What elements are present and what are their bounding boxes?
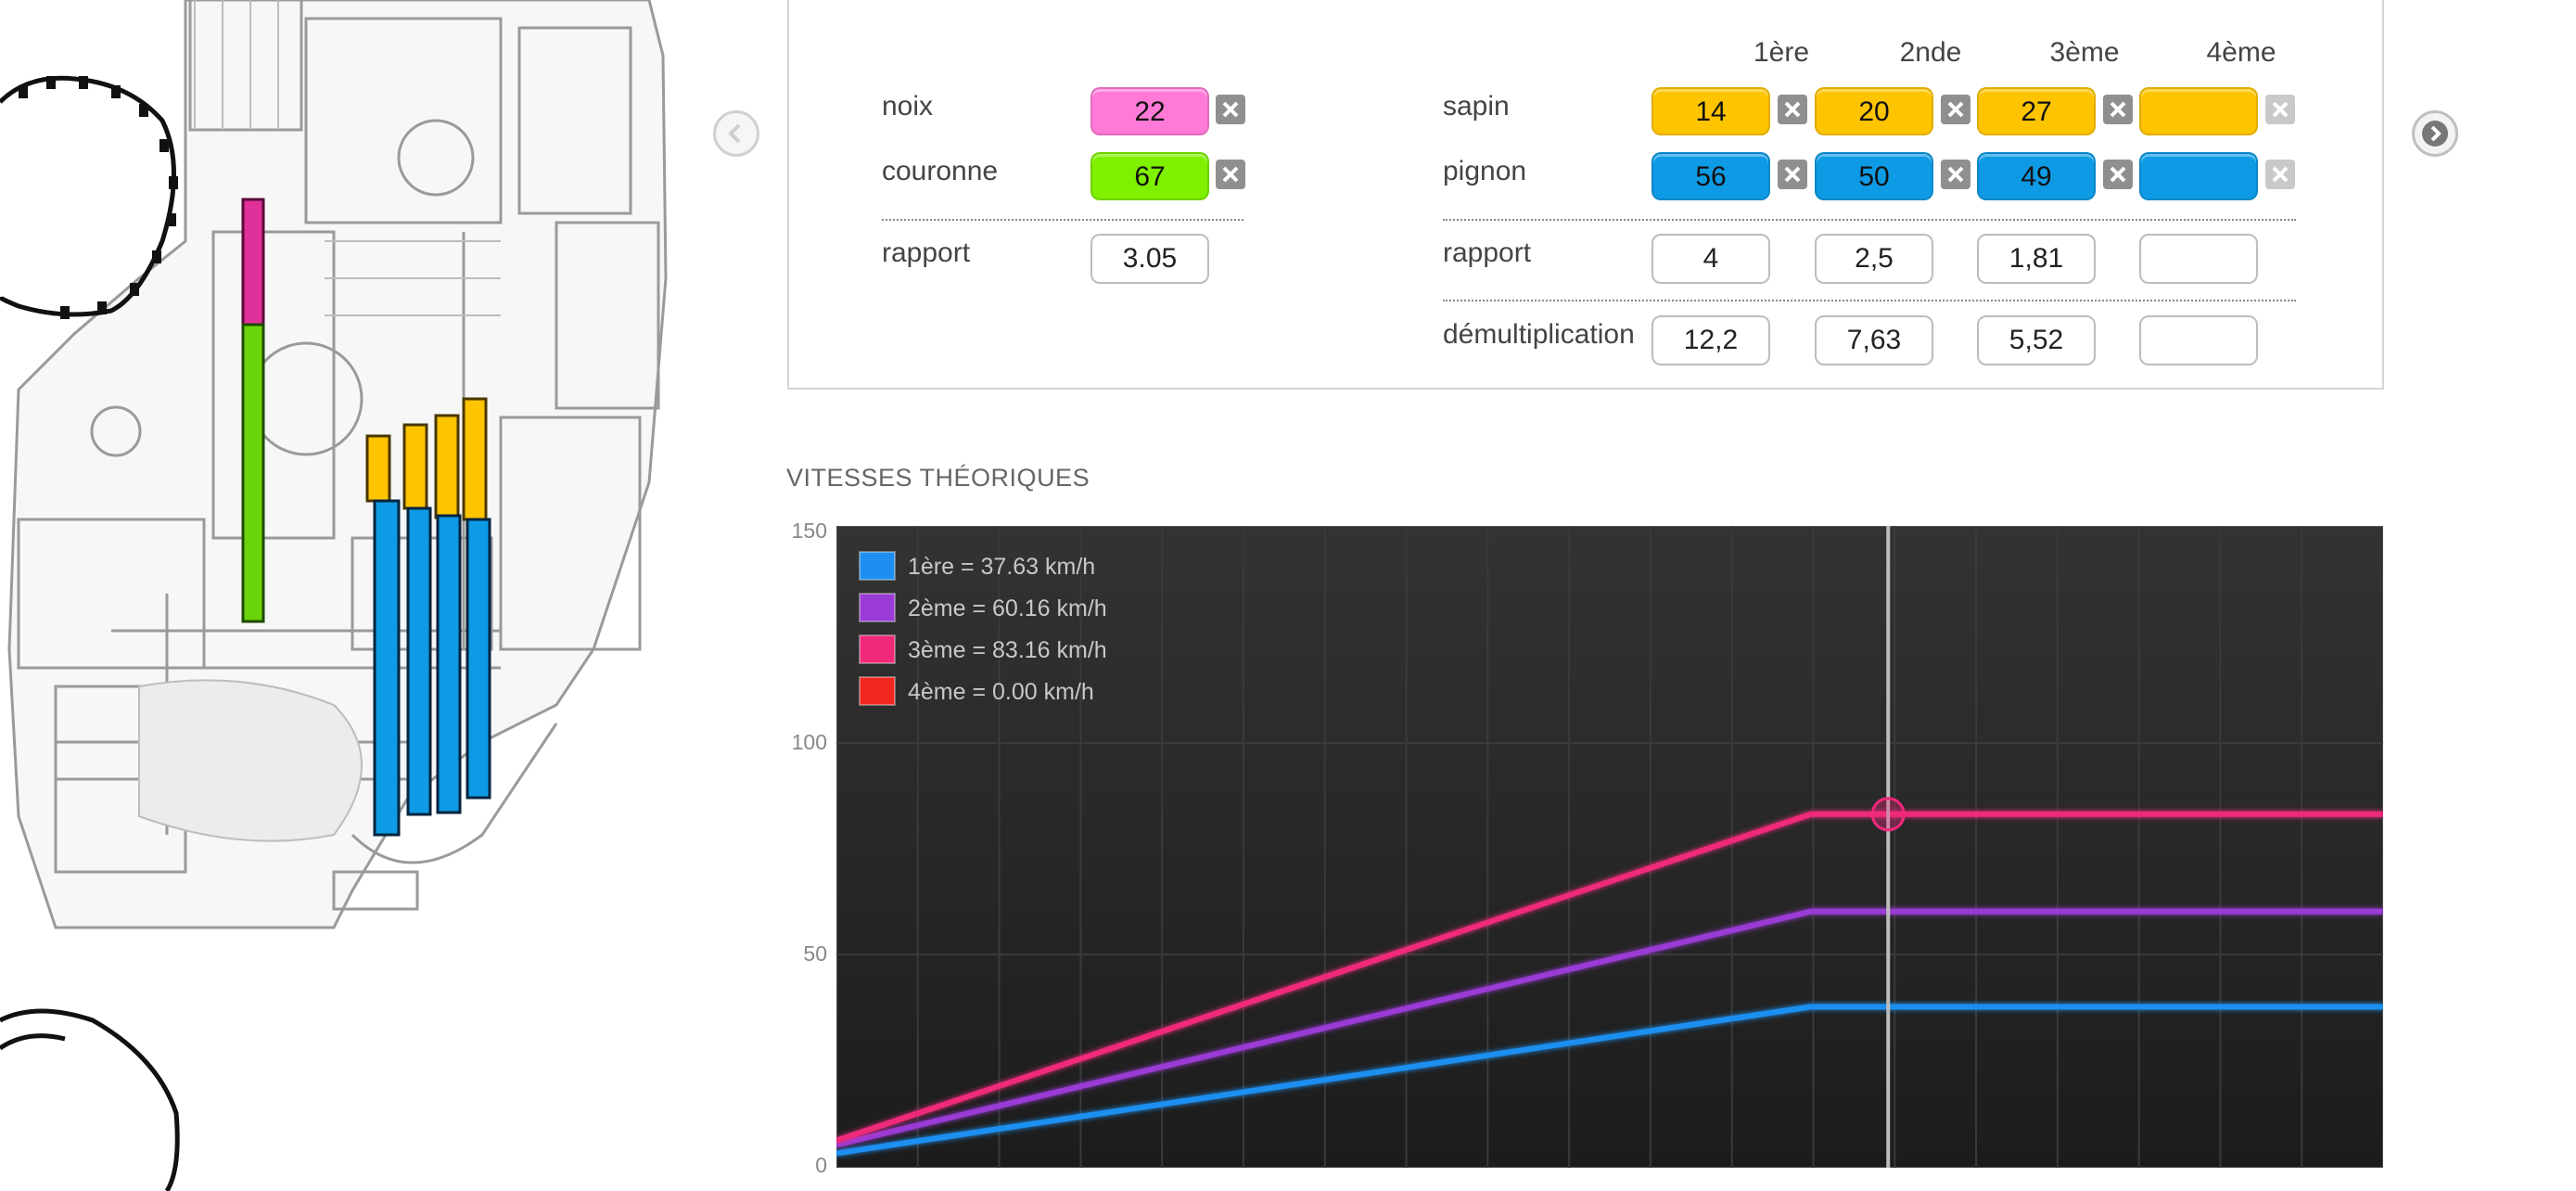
series-line xyxy=(836,908,2383,1148)
close-icon xyxy=(2110,101,2126,118)
divider xyxy=(882,219,1243,221)
series-line xyxy=(836,811,2383,1144)
close-icon xyxy=(2272,166,2289,183)
clear-pignon-1-button[interactable] xyxy=(1778,160,1807,189)
clear-sapin-3-button[interactable] xyxy=(2103,95,2133,124)
rapport-output-1: 4 xyxy=(1651,234,1770,284)
couronne-input[interactable]: 67 xyxy=(1090,152,1209,200)
legend-label: 2ème = 60.16 km/h xyxy=(908,596,1107,621)
clear-sapin-2-button[interactable] xyxy=(1941,95,1970,124)
clear-noix-button[interactable] xyxy=(1216,95,1245,124)
sapin-input-3[interactable]: 27 xyxy=(1977,87,2096,135)
column-header-4: 4ème xyxy=(2206,37,2276,68)
clear-sapin-4-button[interactable] xyxy=(2265,95,2295,124)
clear-pignon-4-button[interactable] xyxy=(2265,160,2295,189)
series-line xyxy=(836,1004,2383,1157)
pignon-input-3[interactable]: 49 xyxy=(1977,152,2096,200)
noix-label: noix xyxy=(882,91,934,122)
sapin-input-2[interactable]: 20 xyxy=(1815,87,1933,135)
couronne-label: couronne xyxy=(882,156,999,186)
column-header-2: 2nde xyxy=(1899,37,1962,68)
rapport-output-3: 1,81 xyxy=(1977,234,2096,284)
column-header-1: 1ère xyxy=(1753,37,1810,68)
y-tick-label: 50 xyxy=(803,941,827,966)
clear-sapin-1-button[interactable] xyxy=(1778,95,1807,124)
close-icon xyxy=(1784,166,1801,183)
legend-swatch xyxy=(859,634,896,664)
y-tick-label: 100 xyxy=(791,730,827,754)
clear-pignon-3-button[interactable] xyxy=(2103,160,2133,189)
legend-swatch xyxy=(859,551,896,581)
plot-area xyxy=(836,526,2383,1168)
sapin-label: sapin xyxy=(1443,91,1510,122)
demultiplication-output-3: 5,52 xyxy=(1977,315,2096,365)
legend-swatch xyxy=(859,593,896,622)
clear-pignon-2-button[interactable] xyxy=(1941,160,1970,189)
chevron-right-icon xyxy=(2422,121,2448,147)
gearbox-cutaway-illustration xyxy=(0,0,668,1191)
close-icon xyxy=(1222,101,1239,118)
clear-couronne-button[interactable] xyxy=(1216,160,1245,189)
pignon-label: pignon xyxy=(1443,156,1527,186)
close-icon xyxy=(1947,166,1964,183)
chevron-left-icon xyxy=(728,123,741,144)
close-icon xyxy=(1784,101,1801,118)
rapport-output: 3.05 xyxy=(1090,234,1209,284)
divider xyxy=(1443,219,2296,221)
rapport-output-4 xyxy=(2139,234,2258,284)
previous-button[interactable] xyxy=(713,110,759,157)
close-icon xyxy=(2272,101,2289,118)
rapport-output-2: 2,5 xyxy=(1815,234,1933,284)
legend-label: 3ème = 83.16 km/h xyxy=(908,637,1107,663)
pignon-input-1[interactable]: 56 xyxy=(1651,152,1770,200)
gear-settings-panel: noix 22 couronne 67 rapport 3.05 1ère 2n… xyxy=(787,0,2384,390)
y-tick-label: 150 xyxy=(791,519,827,543)
demultiplication-output-2: 7,63 xyxy=(1815,315,1933,365)
column-header-3: 3ème xyxy=(2049,37,2120,68)
close-icon xyxy=(2110,166,2126,183)
pignon-input-2[interactable]: 50 xyxy=(1815,152,1933,200)
close-icon xyxy=(1947,101,1964,118)
rapport-label: rapport xyxy=(882,237,971,268)
speed-chart[interactable]: 1ère = 37.63 km/h 2ème = 60.16 km/h 3ème =… xyxy=(836,526,2383,1168)
legend-label: 1ère = 37.63 km/h xyxy=(908,554,1095,580)
close-icon xyxy=(1222,166,1239,183)
noix-input[interactable]: 22 xyxy=(1090,87,1209,135)
cursor-marker xyxy=(1870,797,1906,832)
gearbox-rapport-label: rapport xyxy=(1443,237,1532,268)
pignon-input-4[interactable] xyxy=(2139,152,2258,200)
demultiplication-label: démultiplication xyxy=(1443,319,1635,350)
legend-label: 4ème = 0.00 km/h xyxy=(908,679,1094,705)
next-button[interactable] xyxy=(2412,110,2458,157)
chart-title: VITESSES THÉORIQUES xyxy=(786,464,1090,492)
sapin-input-1[interactable]: 14 xyxy=(1651,87,1770,135)
demultiplication-output-4 xyxy=(2139,315,2258,365)
divider xyxy=(1443,300,2296,301)
sapin-input-4[interactable] xyxy=(2139,87,2258,135)
legend-swatch xyxy=(859,676,896,706)
y-tick-label: 0 xyxy=(815,1153,827,1177)
demultiplication-output-1: 12,2 xyxy=(1651,315,1770,365)
